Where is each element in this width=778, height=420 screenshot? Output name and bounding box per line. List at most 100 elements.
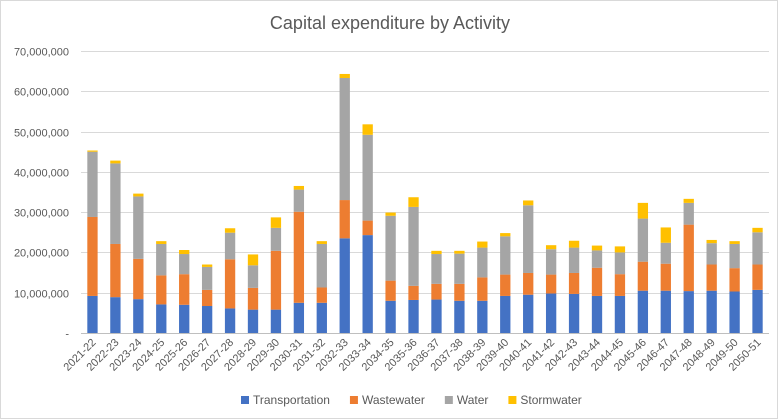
bar-segment-water: [591, 250, 603, 268]
bar-segment-transportation: [201, 306, 213, 333]
bar-segment-water: [179, 254, 190, 275]
bar-segment-transportation: [179, 304, 190, 333]
bar-segment-stormwater: [477, 241, 488, 248]
bar-segment-transportation: [156, 304, 167, 333]
bar-segment-stormwater: [179, 250, 190, 255]
bar-segment-transportation: [293, 302, 305, 333]
bar-segment-transportation: [316, 302, 327, 333]
bar-segment-water: [568, 247, 580, 273]
grid-lines: [81, 51, 769, 294]
bar-segment-transportation: [752, 289, 763, 333]
bar-segment-water: [133, 196, 144, 259]
bar-segment-stormwater: [660, 227, 671, 243]
x-axis-tick-labels: 2021-222022-232023-242024-252025-262026-…: [62, 337, 764, 374]
bar-segment-water: [362, 134, 373, 221]
legend-swatch-water: [444, 396, 453, 404]
legend-label-stormwater: Stormwater: [520, 393, 581, 407]
bar-segment-stormwater: [224, 228, 236, 233]
bar-segment-wastewater: [500, 274, 511, 296]
bar-segment-wastewater: [110, 243, 121, 298]
bar-segment-wastewater: [133, 258, 144, 300]
legend-swatch-transportation: [241, 396, 249, 404]
bar-segment-transportation: [568, 293, 580, 333]
y-tick-label: 50,000,000: [14, 128, 69, 140]
bar-segment-wastewater: [385, 280, 396, 301]
bar-segment-transportation: [247, 309, 259, 333]
bar-segment-stormwater: [523, 200, 534, 206]
bar-segment-wastewater: [706, 264, 717, 291]
legend: Transportation Wastewater Water Stormwater: [241, 393, 582, 407]
bar-segment-wastewater: [87, 216, 98, 296]
bar-segment-transportation: [706, 290, 717, 333]
bar-segment-water: [224, 232, 236, 260]
bar-segment-stormwater: [316, 241, 327, 244]
bar-segment-transportation: [729, 291, 740, 333]
bar-segment-stormwater: [545, 245, 557, 250]
bar-segment-transportation: [431, 299, 442, 333]
legend-swatch-stormwater: [508, 396, 517, 404]
bar-segment-wastewater: [408, 285, 419, 300]
bar-segment-water: [293, 189, 305, 212]
bar-segment-water: [500, 236, 511, 275]
bar-segment-stormwater: [431, 250, 442, 255]
bar-segment-transportation: [87, 295, 98, 333]
legend-label-wastewater: Wastewater: [362, 393, 425, 407]
y-axis-tick-labels: - 10,000,000 20,000,000 30,000,000 40,000,00…: [14, 47, 69, 341]
bar-segment-transportation: [683, 291, 694, 333]
bar-segment-transportation: [339, 238, 350, 333]
bar-segment-stormwater: [110, 160, 121, 164]
bars: [87, 73, 763, 333]
bar-segment-wastewater: [752, 264, 763, 290]
bar-segment-wastewater: [431, 283, 442, 300]
bar-segment-wastewater: [201, 289, 213, 306]
bar-segment-transportation: [110, 297, 121, 333]
bar-segment-transportation: [545, 293, 557, 333]
bar-segment-wastewater: [247, 287, 259, 310]
bar-segment-wastewater: [362, 220, 373, 236]
bar-segment-stormwater: [156, 241, 167, 244]
y-tick-label: -: [65, 329, 69, 341]
bar-segment-water: [110, 163, 121, 244]
bar-segment-wastewater: [339, 200, 350, 239]
bar-segment-transportation: [133, 299, 144, 333]
bar-segment-stormwater: [270, 217, 282, 228]
y-tick-label: 70,000,000: [14, 47, 69, 59]
bar-segment-transportation: [614, 295, 626, 333]
bar-segment-water: [523, 205, 534, 273]
bar-segment-water: [339, 77, 350, 201]
bar-segment-wastewater: [270, 250, 282, 310]
bar-segment-stormwater: [201, 264, 213, 267]
bar-segment-wastewater: [637, 261, 649, 291]
bar-segment-water: [247, 265, 259, 288]
bar-segment-stormwater: [362, 124, 373, 135]
bar-segment-stormwater: [293, 185, 305, 190]
legend-swatch-wastewater: [349, 396, 358, 404]
bar-segment-wastewater: [454, 283, 465, 301]
bar-segment-wastewater: [156, 275, 167, 305]
bar-segment-water: [316, 243, 327, 288]
bar-segment-wastewater: [179, 274, 190, 305]
bar-segment-wastewater: [614, 274, 626, 296]
bar-segment-water: [408, 206, 419, 286]
bar-segment-water: [637, 218, 649, 262]
chart-title: Capital expenditure by Activity: [270, 13, 510, 33]
bar-segment-stormwater: [339, 73, 350, 78]
bar-segment-transportation: [637, 290, 649, 333]
bar-segment-transportation: [591, 295, 603, 333]
bar-segment-water: [477, 247, 488, 278]
bar-segment-wastewater: [591, 267, 603, 296]
bar-segment-stormwater: [637, 202, 649, 219]
bar-segment-wastewater: [316, 287, 327, 303]
bar-segment-water: [752, 232, 763, 265]
bar-segment-stormwater: [568, 240, 580, 248]
bar-segment-stormwater: [591, 245, 603, 251]
bar-segment-water: [706, 243, 717, 265]
bar-segment-transportation: [523, 294, 534, 333]
bar-segment-water: [156, 243, 167, 276]
y-tick-label: 10,000,000: [14, 289, 69, 301]
bar-segment-stormwater: [683, 198, 694, 203]
bar-segment-transportation: [477, 300, 488, 333]
bar-segment-water: [431, 254, 442, 284]
